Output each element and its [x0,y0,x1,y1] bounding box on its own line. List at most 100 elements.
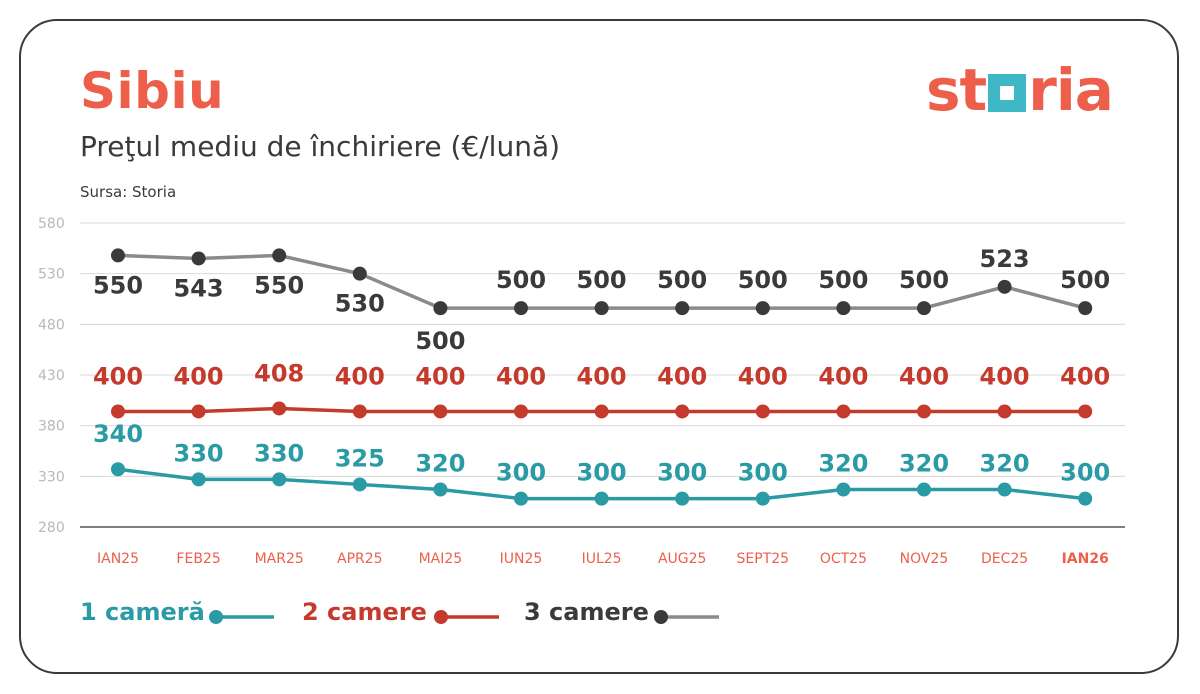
x-tick-label: OCT25 [820,551,867,567]
data-label: 400 [1060,362,1110,390]
data-point [917,404,931,419]
y-tick-label: 330 [38,469,65,485]
data-point [675,301,690,316]
x-tick-label: IAN26 [1062,551,1109,567]
source-note: Sursa: Storia [80,183,177,201]
data-label: 340 [93,420,143,448]
data-label: 500 [1060,266,1110,294]
data-point [272,472,287,487]
x-tick-label: IUL25 [582,551,622,567]
data-point [514,404,528,419]
legend-item-2-camere: 2 camere [302,598,427,626]
data-label: 300 [496,459,546,487]
data-label: 300 [738,459,788,487]
y-tick-label: 480 [38,317,65,333]
data-point [997,404,1012,419]
chart-title: Sibiu [80,62,225,120]
legend-dot [654,610,668,624]
data-label: 530 [335,290,385,318]
y-tick-label: 380 [38,419,65,435]
data-label: 320 [818,450,868,478]
data-label: 500 [899,266,949,294]
chart-card [19,19,1179,674]
data-point [514,491,528,506]
data-label: 550 [254,271,304,299]
data-label: 400 [496,362,546,390]
data-label: 400 [415,362,465,390]
data-label: 543 [174,274,224,302]
data-label: 300 [577,459,627,487]
x-tick-label: AUG25 [658,551,707,567]
data-point [836,301,851,316]
legend-label-2-camere: 2 camere [302,598,427,626]
data-point [191,472,206,487]
y-tick-label: 530 [38,267,65,283]
x-tick-label: DEC25 [981,551,1028,567]
legend-item-3-camere: 3 camere [524,598,649,626]
data-point [1078,404,1093,419]
x-tick-label: IUN25 [500,551,543,567]
data-point [675,404,690,419]
data-point [433,482,448,497]
data-label: 400 [174,362,224,390]
data-point [191,251,206,266]
data-point [755,301,770,316]
legend-item-1-camera: 1 cameră [80,598,205,626]
data-point [352,266,367,281]
data-point [836,482,851,497]
data-point [997,482,1012,497]
data-label: 523 [980,245,1030,273]
y-tick-label: 580 [38,216,65,232]
data-label: 400 [657,362,707,390]
data-label: 400 [738,362,788,390]
data-label: 330 [174,439,224,467]
data-label: 320 [899,450,949,478]
data-point [997,279,1012,294]
data-point [755,404,770,419]
data-point [352,404,367,419]
data-label: 400 [818,362,868,390]
data-point [111,248,125,263]
data-label: 400 [93,362,143,390]
data-point [1078,491,1093,506]
data-point [514,301,528,316]
chart-subtitle: Preţul mediu de închiriere (€/lună) [80,130,561,163]
data-label: 408 [254,359,304,387]
data-label: 550 [93,271,143,299]
x-tick-label: NOV25 [900,551,949,567]
data-point [594,404,609,419]
x-tick-label: FEB25 [176,551,220,567]
data-label: 300 [1060,459,1110,487]
x-tick-label: IAN25 [97,551,139,567]
data-label: 325 [335,444,385,472]
data-label: 500 [738,266,788,294]
data-label: 500 [415,327,465,355]
legend-label-3-camere: 3 camere [524,598,649,626]
logo-o-icon [988,74,1027,112]
legend-dot [434,610,448,624]
data-label: 320 [415,450,465,478]
data-label: 400 [980,362,1030,390]
data-point [352,477,367,492]
y-tick-label: 430 [38,368,65,384]
data-point [594,301,609,316]
data-label: 320 [980,450,1030,478]
data-point [594,491,609,506]
data-label: 400 [899,362,949,390]
x-tick-label: MAR25 [255,551,304,567]
data-label: 500 [818,266,868,294]
data-label: 500 [657,266,707,294]
data-point [917,301,931,316]
data-label: 300 [657,459,707,487]
data-point [1078,301,1093,316]
legend-dot [209,610,223,624]
data-point [675,491,690,506]
data-label: 500 [496,266,546,294]
data-point [111,462,125,477]
data-point [272,248,287,263]
logo-text-end: ria [1028,56,1114,124]
storia-logo: st ria [926,56,1114,124]
data-point [433,301,448,316]
data-point [191,404,206,419]
